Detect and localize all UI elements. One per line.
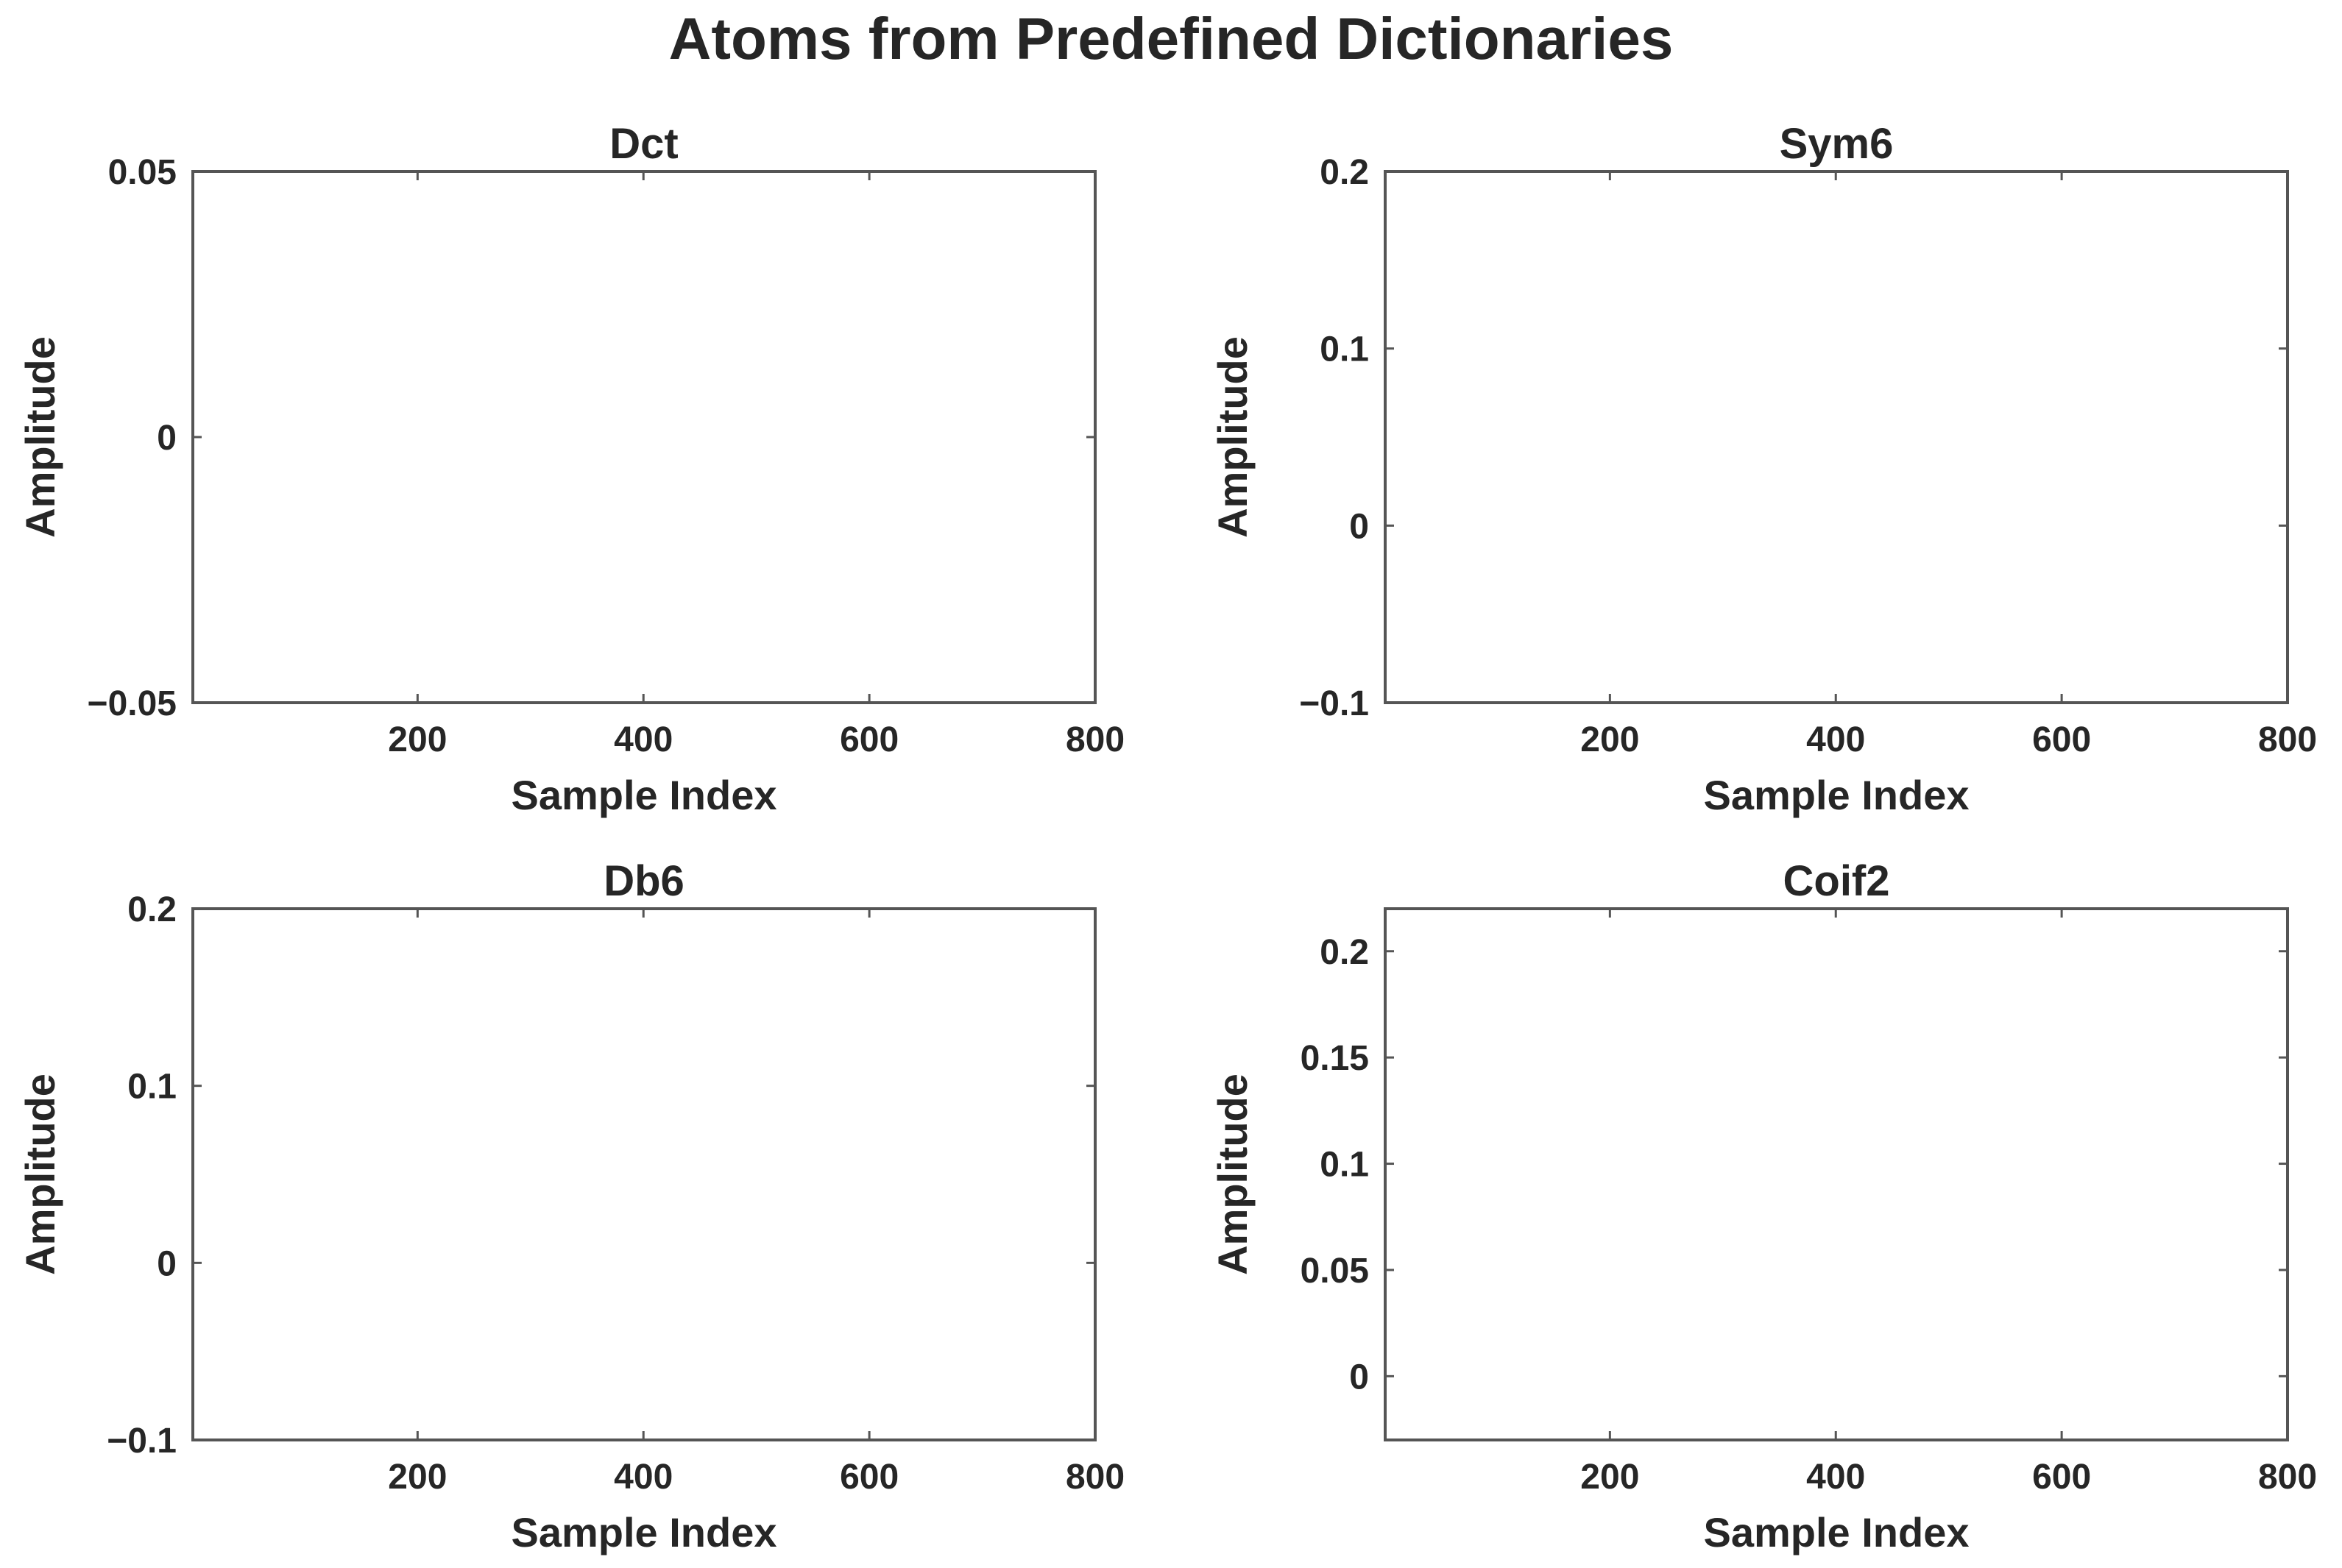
y-tick-label: 0.1: [127, 1068, 177, 1107]
subplot-title: Sym6: [1780, 120, 1894, 168]
y-tick-label: −0.05: [88, 684, 177, 723]
x-axis-label: Sample Index: [511, 1509, 776, 1555]
y-axis-label: Amplitude: [1209, 336, 1256, 538]
subplot-sym6: 200 400 600 800 −0.1 0 0.1 0.2 Sym6 Sample Index A…: [1209, 120, 2317, 818]
x-tick-label: 200: [1580, 720, 1639, 759]
x-tick-label: 600: [840, 1458, 899, 1497]
subplot-title: Db6: [604, 857, 684, 905]
x-tick-label: 400: [614, 1458, 673, 1497]
y-axis-label: Amplitude: [17, 336, 63, 538]
x-axis-label: Sample Index: [511, 772, 776, 818]
y-tick-label: 0.2: [1320, 933, 1369, 972]
x-axis-label: Sample Index: [1703, 772, 1969, 818]
subplot-dct: 200 400 600 800 −0.05 0 0.05 Dct Sample Index Amp…: [17, 120, 1125, 818]
axes-box: [1384, 170, 2289, 704]
x-tick-label: 200: [388, 720, 447, 759]
y-tick-label: 0.2: [1320, 153, 1369, 192]
x-tick-label: 400: [1806, 720, 1865, 759]
subplot-title: Dct: [609, 120, 678, 168]
y-tick-label: 0: [1349, 1358, 1369, 1397]
y-tick-label: 0: [157, 1244, 177, 1283]
subplot-grid: 200 400 600 800 −0.05 0 0.05 Dct Sample Index Amp…: [17, 120, 2317, 1555]
y-tick-label: 0: [1349, 507, 1369, 546]
y-tick-label: 0.1: [1320, 1146, 1369, 1185]
x-tick-label: 800: [2258, 720, 2317, 759]
axes-box: [191, 170, 1097, 704]
x-tick-label: 600: [2032, 720, 2091, 759]
y-tick-label: −0.1: [107, 1422, 177, 1461]
x-tick-label: 600: [2032, 1458, 2091, 1497]
y-tick-label: −0.1: [1299, 684, 1369, 723]
y-tick-label: 0.05: [108, 153, 177, 192]
y-tick-label: 0.05: [1301, 1252, 1369, 1291]
figure-title: Atoms from Predefined Dictionaries: [669, 6, 1674, 71]
y-tick-label: 0.15: [1301, 1039, 1369, 1078]
axes-box: [191, 907, 1097, 1441]
x-tick-label: 400: [614, 720, 673, 759]
x-axis-label: Sample Index: [1703, 1509, 1969, 1555]
x-tick-label: 600: [840, 720, 899, 759]
axes-box: [1384, 907, 2289, 1441]
x-tick-label: 200: [1580, 1458, 1639, 1497]
subplot-coif2: 200 400 600 800 0 0.05 0.1 0.15 0.2 Coif2 Sample I…: [1209, 857, 2317, 1555]
y-axis-label: Amplitude: [1209, 1074, 1256, 1275]
x-tick-label: 400: [1806, 1458, 1865, 1497]
x-tick-label: 800: [1066, 720, 1125, 759]
y-tick-label: 0.2: [127, 890, 177, 929]
x-tick-label: 800: [2258, 1458, 2317, 1497]
y-axis-label: Amplitude: [17, 1074, 63, 1275]
x-tick-label: 800: [1066, 1458, 1125, 1497]
x-tick-label: 200: [388, 1458, 447, 1497]
y-tick-label: 0: [157, 419, 177, 458]
y-tick-label: 0.1: [1320, 330, 1369, 369]
subplot-db6: 200 400 600 800 −0.1 0 0.1 0.2 Db6 Sample Index Am…: [17, 857, 1125, 1555]
subplot-title: Coif2: [1783, 857, 1890, 905]
